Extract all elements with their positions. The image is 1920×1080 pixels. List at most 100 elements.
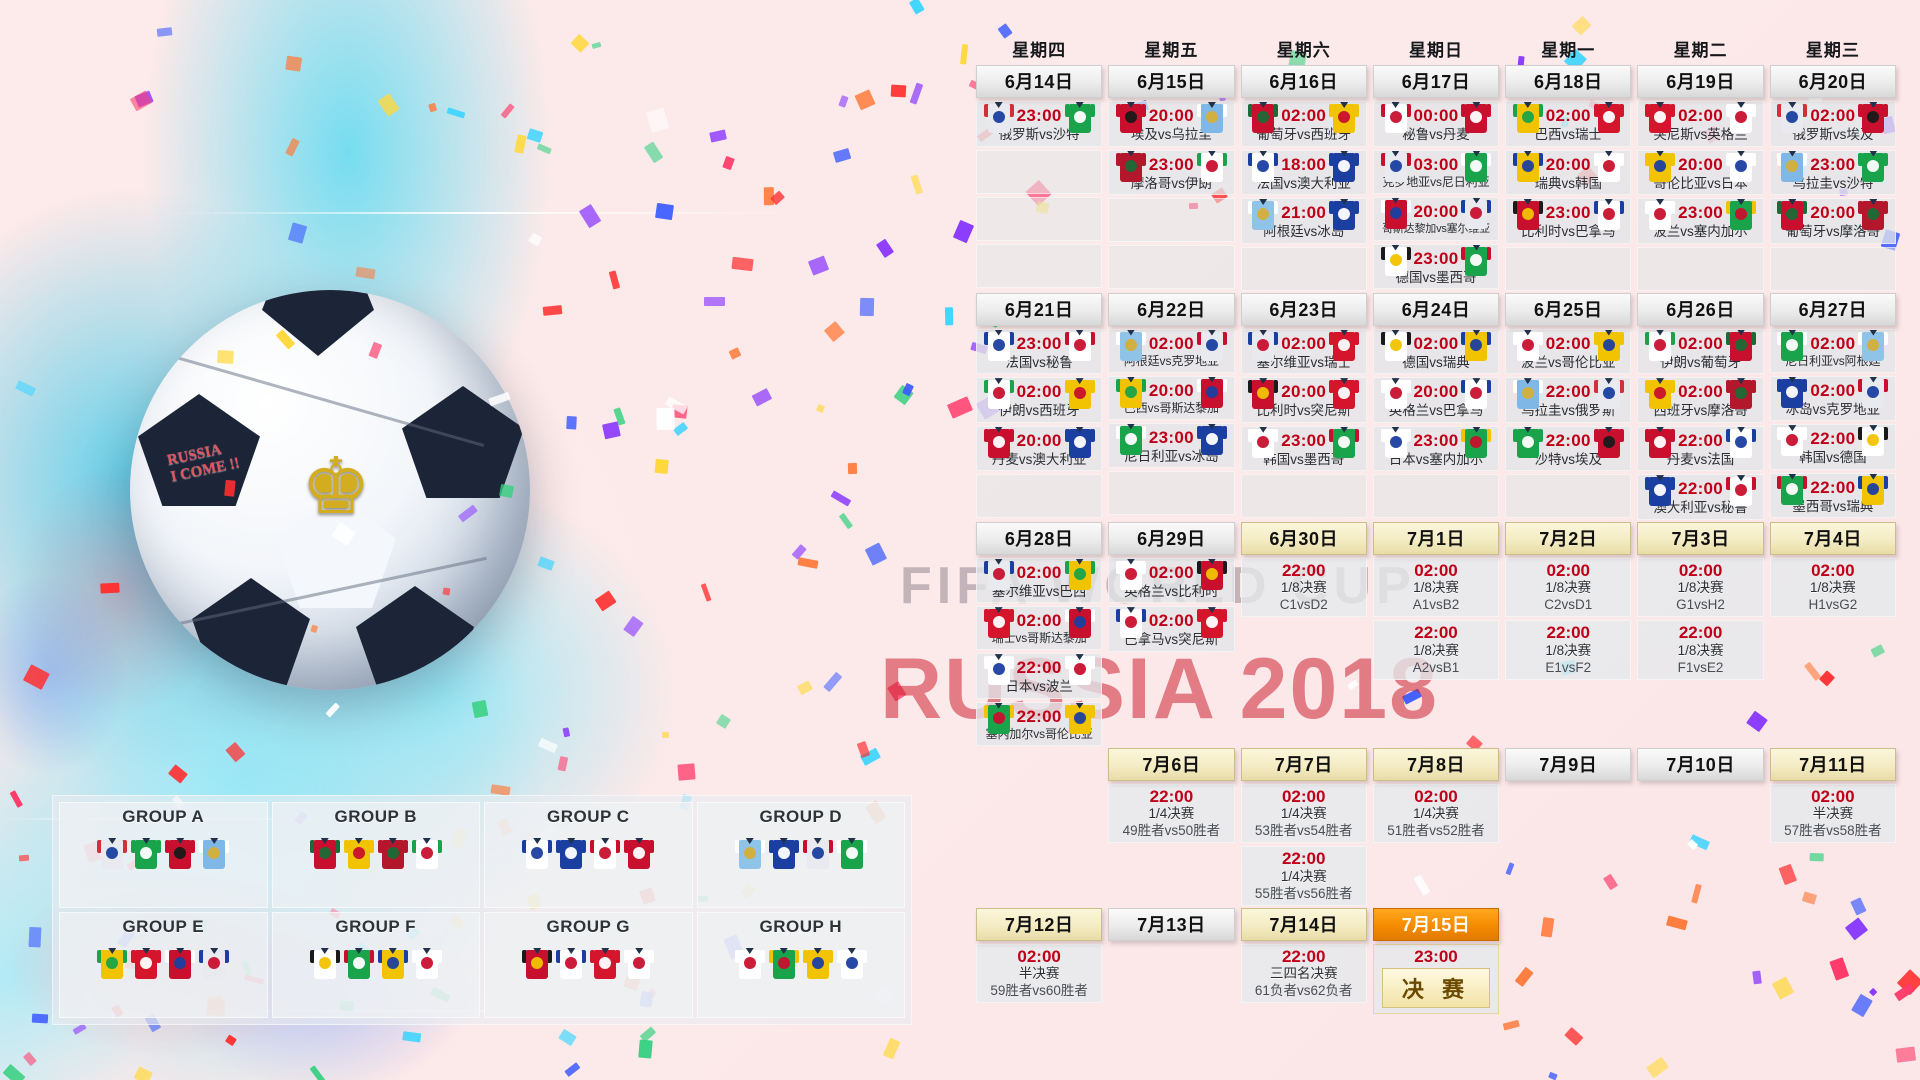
match-cell[interactable]: 03:00 克罗地亚vs尼日利亚 <box>1372 149 1500 194</box>
match-cell[interactable]: 22:00 丹麦vs法国 <box>1637 425 1764 472</box>
match-cell[interactable]: 23:00 俄罗斯vs沙特 <box>976 101 1103 147</box>
match-cell[interactable]: 02:00 阿根廷vs克罗地亚 <box>1108 328 1235 373</box>
match-cell[interactable]: 00:00 秘鲁vs丹麦 <box>1372 101 1500 147</box>
date-header-6月30日[interactable]: 6月30日 <box>1240 521 1367 555</box>
match-cell[interactable]: 20:00 埃及vs乌拉圭 <box>1108 101 1235 147</box>
match-cell[interactable]: 22:00 乌拉圭vs俄罗斯 <box>1505 377 1632 423</box>
date-header-6月21日[interactable]: 6月21日 <box>976 292 1103 326</box>
match-cell[interactable]: 22:00 墨西哥vs瑞典 <box>1769 472 1896 519</box>
match-cell[interactable]: 02:00 英格兰vs比利时 <box>1108 557 1235 604</box>
date-header-6月14日[interactable]: 6月14日 <box>976 65 1103 98</box>
match-cell[interactable]: 23:00 德国vs墨西哥 <box>1372 243 1500 290</box>
knockout-match-cell[interactable]: 02:00 1/8决赛 H1vsG2 <box>1769 557 1896 618</box>
date-header-7月12日[interactable]: 7月12日 <box>976 907 1103 941</box>
match-cell[interactable]: 02:00 伊朗vs西班牙 <box>976 377 1103 423</box>
date-header-6月24日[interactable]: 6月24日 <box>1372 292 1500 326</box>
date-header-7月9日[interactable]: 7月9日 <box>1505 747 1632 781</box>
match-cell[interactable]: 22:00 日本vs波兰 <box>976 653 1103 699</box>
date-header-7月4日[interactable]: 7月4日 <box>1769 521 1896 555</box>
date-header-7月10日[interactable]: 7月10日 <box>1637 747 1764 781</box>
match-cell[interactable]: 20:00 丹麦vs澳大利亚 <box>976 425 1103 472</box>
knockout-match-cell[interactable]: 22:00 1/8决赛 A2vsB1 <box>1372 620 1500 680</box>
date-header-7月13日[interactable]: 7月13日 <box>1108 907 1235 941</box>
match-time: 02:00 <box>1281 106 1327 125</box>
group-box-group-e: GROUP E <box>59 912 268 1018</box>
match-cell[interactable]: 20:00 瑞典vs韩国 <box>1505 149 1632 196</box>
match-cell[interactable]: 02:00 俄罗斯vs埃及 <box>1769 101 1896 147</box>
match-cell[interactable]: 20:00 葡萄牙vs摩洛哥 <box>1769 198 1896 244</box>
knockout-match-cell[interactable]: 23:00 决 赛 <box>1372 943 1500 1015</box>
match-cell[interactable]: 02:00 塞尔维亚vs巴西 <box>976 557 1103 604</box>
date-header-7月14日[interactable]: 7月14日 <box>1240 907 1367 941</box>
date-header-6月26日[interactable]: 6月26日 <box>1637 292 1764 326</box>
knockout-match-cell[interactable]: 22:00 1/8决赛 E1vsF2 <box>1505 620 1632 680</box>
date-header-7月3日[interactable]: 7月3日 <box>1637 521 1764 555</box>
date-header-6月22日[interactable]: 6月22日 <box>1108 292 1235 326</box>
knockout-match-cell[interactable]: 02:00 半决赛 57胜者vs58胜者 <box>1769 783 1896 844</box>
date-header-6月15日[interactable]: 6月15日 <box>1108 65 1235 98</box>
date-header-6月19日[interactable]: 6月19日 <box>1637 65 1764 98</box>
knockout-match-cell[interactable]: 22:00 1/4决赛 49胜者vs50胜者 <box>1108 783 1235 844</box>
match-cell[interactable]: 02:00 突尼斯vs英格兰 <box>1637 101 1764 147</box>
date-header-7月1日[interactable]: 7月1日 <box>1372 521 1500 555</box>
date-header-6月25日[interactable]: 6月25日 <box>1505 292 1632 326</box>
match-cell[interactable]: 22:00 韩国vs德国 <box>1769 424 1896 470</box>
date-header-7月7日[interactable]: 7月7日 <box>1240 747 1367 781</box>
match-cell[interactable]: 18:00 法国vs澳大利亚 <box>1240 149 1367 196</box>
date-header-6月27日[interactable]: 6月27日 <box>1769 292 1896 326</box>
match-cell[interactable]: 20:00 巴西vs哥斯达黎加 <box>1108 375 1235 420</box>
knockout-match-cell[interactable]: 02:00 1/8决赛 A1vsB2 <box>1372 557 1500 618</box>
date-header-7月6日[interactable]: 7月6日 <box>1108 747 1235 781</box>
knockout-match-cell[interactable]: 02:00 1/8决赛 C2vsD1 <box>1505 557 1632 618</box>
match-cell[interactable]: 02:00 冰岛vs克罗地亚 <box>1769 375 1896 422</box>
knockout-match-cell[interactable]: 02:00 1/4决赛 53胜者vs54胜者 <box>1240 783 1367 844</box>
knockout-match-cell[interactable]: 22:00 1/8决赛 C1vsD2 <box>1240 557 1367 618</box>
date-header-7月11日[interactable]: 7月11日 <box>1769 747 1896 781</box>
date-header-6月28日[interactable]: 6月28日 <box>976 521 1103 555</box>
date-header-6月17日[interactable]: 6月17日 <box>1372 65 1500 98</box>
match-cell[interactable]: 20:00 哥伦比亚vs日本 <box>1637 149 1764 196</box>
match-cell[interactable]: 23:00 韩国vs墨西哥 <box>1240 425 1367 472</box>
team-shirt-icon <box>165 945 196 979</box>
match-cell[interactable]: 02:00 尼日利亚vs阿根廷 <box>1769 328 1896 373</box>
date-header-7月15日[interactable]: 7月15日 <box>1372 907 1500 941</box>
match-cell[interactable]: 23:00 波兰vs塞内加尔 <box>1637 198 1764 244</box>
match-cell[interactable]: 21:00 阿根廷vs冰岛 <box>1240 198 1367 244</box>
match-cell[interactable]: 02:00 葡萄牙vs西班牙 <box>1240 101 1367 147</box>
match-cell[interactable]: 23:00 法国vs秘鲁 <box>976 328 1103 375</box>
knockout-match-cell[interactable]: 22:00 1/8决赛 F1vsE2 <box>1637 620 1764 680</box>
date-header-7月2日[interactable]: 7月2日 <box>1505 521 1632 555</box>
match-cell[interactable]: 02:00 巴西vs瑞士 <box>1505 101 1632 147</box>
match-cell[interactable]: 02:00 德国vs瑞典 <box>1372 328 1500 375</box>
match-cell[interactable]: 02:00 巴拿马vs突尼斯 <box>1108 606 1235 652</box>
date-header-6月18日[interactable]: 6月18日 <box>1505 65 1632 98</box>
date-header-6月23日[interactable]: 6月23日 <box>1240 292 1367 326</box>
date-header-6月20日[interactable]: 6月20日 <box>1769 65 1896 98</box>
match-cell[interactable]: 22:00 塞内加尔vs哥伦比亚 <box>976 701 1103 746</box>
match-cell[interactable]: 02:00 瑞士vs哥斯达黎加 <box>976 606 1103 651</box>
team-shirt-icon <box>590 835 621 869</box>
match-cell[interactable]: 23:00 摩洛哥vs伊朗 <box>1108 149 1235 196</box>
knockout-match-cell[interactable]: 22:00 1/4决赛 55胜者vs56胜者 <box>1240 846 1367 906</box>
match-cell[interactable]: 02:00 波兰vs哥伦比亚 <box>1505 328 1632 375</box>
match-cell[interactable]: 23:00 比利时vs巴拿马 <box>1505 198 1632 244</box>
match-cell[interactable]: 02:00 伊朗vs葡萄牙 <box>1637 328 1764 375</box>
team-shirt-icon <box>768 835 799 869</box>
match-cell[interactable]: 23:00 日本vs塞内加尔 <box>1372 425 1500 472</box>
match-cell[interactable]: 20:00 哥斯达黎加vs塞尔维亚 <box>1372 196 1500 241</box>
knockout-match-cell[interactable]: 02:00 1/4决赛 51胜者vs52胜者 <box>1372 783 1500 844</box>
date-header-6月16日[interactable]: 6月16日 <box>1240 65 1367 98</box>
knockout-match-cell[interactable]: 02:00 1/8决赛 G1vsH2 <box>1637 557 1764 618</box>
match-cell[interactable]: 22:00 澳大利亚vs秘鲁 <box>1637 474 1764 520</box>
match-cell[interactable]: 02:00 西班牙vs摩洛哥 <box>1637 377 1764 423</box>
date-header-7月8日[interactable]: 7月8日 <box>1372 747 1500 781</box>
match-cell[interactable]: 02:00 塞尔维亚vs瑞士 <box>1240 328 1367 375</box>
date-header-6月29日[interactable]: 6月29日 <box>1108 521 1235 555</box>
knockout-match-cell[interactable]: 02:00 半决赛 59胜者vs60胜者 <box>976 943 1103 1004</box>
match-cell[interactable]: 20:00 英格兰vs巴拿马 <box>1372 377 1500 423</box>
match-cell[interactable]: 22:00 沙特vs埃及 <box>1505 425 1632 472</box>
match-cell[interactable]: 23:00 乌拉圭vs沙特 <box>1769 149 1896 196</box>
match-cell[interactable]: 23:00 尼日利亚vs冰岛 <box>1108 422 1235 469</box>
knockout-match-cell[interactable]: 22:00 三四名决赛 61负者vs62负者 <box>1240 943 1367 1004</box>
match-cell[interactable]: 20:00 比利时vs突尼斯 <box>1240 377 1367 423</box>
